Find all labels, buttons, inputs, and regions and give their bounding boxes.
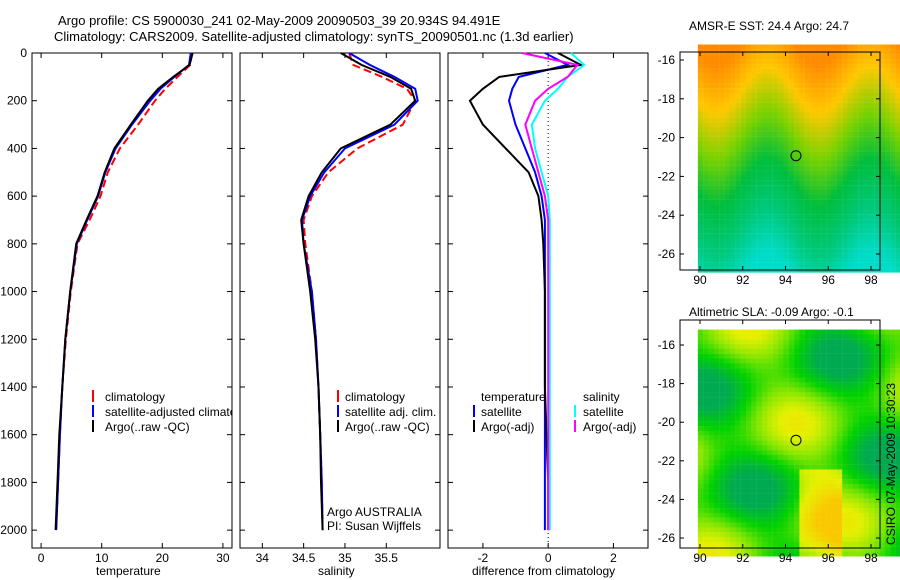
sst-heatmap <box>697 44 900 273</box>
series-line-climatology <box>55 52 193 531</box>
y-tick-label: 0 <box>20 46 27 60</box>
sla-heatmap <box>697 329 900 557</box>
map-y-tick-label: -22 <box>658 169 676 183</box>
y-tick-label: 2000 <box>0 523 27 537</box>
map-y-tick-label: -16 <box>658 53 676 67</box>
y-tick-label: 1800 <box>0 475 27 489</box>
map-x-tick-label: 90 <box>693 551 707 565</box>
credit-label: CSIRO 07-May-2009 10:30:23 <box>884 382 898 545</box>
x-tick-label: -2 <box>478 551 489 565</box>
series-line-satellite-adjusted-climatology <box>55 52 192 531</box>
map-x-tick-label: 98 <box>864 551 878 565</box>
x-tick-label: 0 <box>38 551 45 565</box>
map-y-tick-label: -22 <box>658 454 676 468</box>
y-tick-label: 1400 <box>0 380 27 394</box>
x-tick-label: 35 <box>338 551 352 565</box>
map-frame <box>679 51 881 271</box>
map-y-tick-label: -20 <box>658 131 676 145</box>
sla-map-title: Altimetric SLA: -0.09 Argo: -0.1 <box>689 305 854 319</box>
series-line-salinity-argo-adj- <box>521 52 580 531</box>
map-y-tick-label: -26 <box>658 531 676 545</box>
map-y-tick-label: -18 <box>658 377 676 391</box>
map-y-tick-label: -16 <box>658 338 676 352</box>
map-y-tick-label: -18 <box>658 92 676 106</box>
x-tick-label: 20 <box>156 551 170 565</box>
series-line-temperature-argo-adj- <box>468 52 584 531</box>
map-x-tick-label: 96 <box>822 273 836 287</box>
axes-frame-1 <box>239 52 441 549</box>
y-tick-label: 1000 <box>0 285 27 299</box>
x-tick-label: 30 <box>216 551 230 565</box>
xlabel-temperature: temperature <box>96 564 161 578</box>
xlabel-difference: difference from climatology <box>472 564 616 578</box>
xlabel-salinity: salinity <box>318 564 355 578</box>
map-x-tick-label: 96 <box>822 551 836 565</box>
y-tick-label: 1200 <box>0 332 27 346</box>
map-x-tick-label: 94 <box>779 551 793 565</box>
x-tick-label: 2 <box>610 551 617 565</box>
legend-d-temp-header: temperature <box>481 390 546 404</box>
series-line-argo-raw-qc- <box>300 52 417 531</box>
argo-position-marker <box>790 150 802 162</box>
map-x-tick-label: 98 <box>864 273 878 287</box>
annotation-argo-australia: Argo AUSTRALIA <box>327 505 422 519</box>
map-frame <box>679 319 881 549</box>
legend-s-clim: climatology <box>345 390 406 404</box>
map-y-tick-label: -20 <box>658 415 676 429</box>
title-line-1: Argo profile: CS 5900030_241 02-May-2009… <box>58 13 501 28</box>
argo-position-marker <box>790 434 802 446</box>
legend-d-sal-header: salinity <box>583 390 620 404</box>
legend-t-argo: Argo(..raw -QC) <box>105 420 190 434</box>
y-tick-label: 600 <box>7 189 27 203</box>
map-y-tick-label: -24 <box>658 208 676 222</box>
map-x-tick-label: 92 <box>736 551 750 565</box>
y-tick-label: 400 <box>7 141 27 155</box>
series-line-satellite-adj-clim- <box>300 52 419 531</box>
legend-d-sal-sat: satellite <box>583 405 624 419</box>
legend-t-sat: satellite-adjusted climatology <box>105 405 232 419</box>
x-tick-label: 34 <box>256 551 270 565</box>
map-x-tick-label: 94 <box>779 273 793 287</box>
legend-s-argo: Argo(..raw -QC) <box>345 420 430 434</box>
x-tick-label: 0 <box>545 551 552 565</box>
axes-frame-0 <box>31 52 233 549</box>
legend-t-clim: climatology <box>105 390 166 404</box>
title-line-2: Climatology: CARS2009. Satellite-adjuste… <box>54 29 574 44</box>
map-x-tick-label: 92 <box>736 273 750 287</box>
x-tick-label: 10 <box>95 551 109 565</box>
series-line-argo-raw-qc- <box>54 52 194 531</box>
annotation-pi: PI: Susan Wijffels <box>327 519 421 533</box>
y-tick-label: 200 <box>7 94 27 108</box>
y-tick-label: 800 <box>7 237 27 251</box>
legend-d-temp-argo: Argo(-adj) <box>481 420 535 434</box>
series-line-temperature-satellite <box>507 52 571 531</box>
sst-map-title: AMSR-E SST: 24.4 Argo: 24.7 <box>689 19 850 33</box>
map-y-tick-label: -24 <box>658 492 676 506</box>
map-y-tick-label: -26 <box>658 247 676 261</box>
legend-s-sat: satellite adj. clim. <box>345 405 437 419</box>
legend-d-sal-argo: Argo(-adj) <box>583 420 637 434</box>
x-tick-label: 34.5 <box>292 551 316 565</box>
x-tick-label: 35.5 <box>375 551 399 565</box>
y-tick-label: 1600 <box>0 428 27 442</box>
map-x-tick-label: 90 <box>693 273 707 287</box>
legend-d-temp-sat: satellite <box>481 405 522 419</box>
series-line-salinity-satellite <box>530 52 586 531</box>
